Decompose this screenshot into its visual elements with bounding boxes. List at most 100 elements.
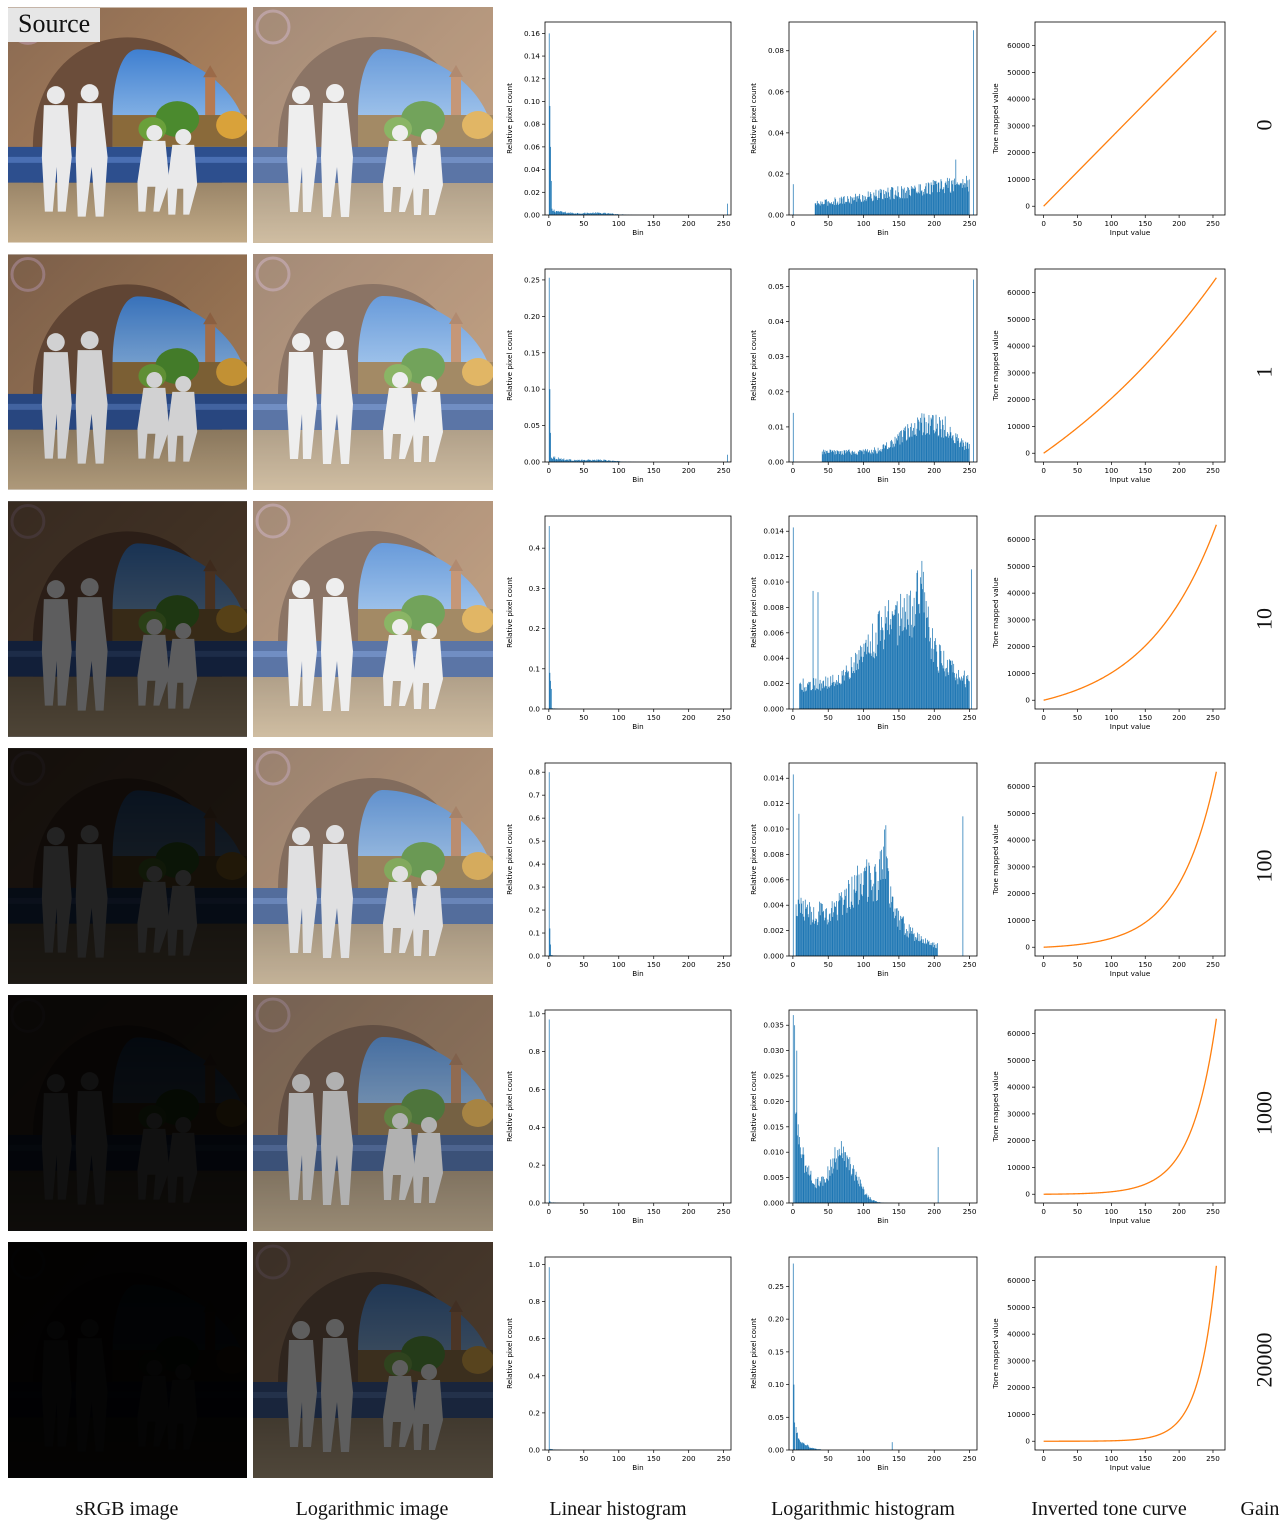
histogram-bar (921, 190, 923, 215)
histogram-bar (964, 684, 966, 709)
histogram-bar (559, 458, 561, 462)
histogram-bar (802, 678, 804, 709)
histogram-bar (954, 178, 955, 215)
y-tick-label: 60000 (1007, 288, 1030, 297)
histogram-bar (804, 691, 806, 709)
y-tick-label: 0.06 (524, 142, 540, 151)
histogram-bar (869, 653, 870, 709)
histogram-bar (580, 460, 582, 462)
histogram-bar (854, 875, 856, 956)
histogram-bar (838, 683, 840, 709)
histogram-bar (797, 1124, 799, 1203)
histogram-bar (824, 199, 826, 215)
histogram-bar (805, 686, 807, 709)
histogram-bar (607, 460, 609, 462)
histogram-bar (882, 878, 884, 956)
histogram-bar (960, 441, 962, 462)
histogram-bar (825, 1182, 827, 1203)
histogram-bar (861, 450, 863, 462)
histogram-bar (894, 194, 896, 215)
histogram-bar (899, 198, 901, 215)
histogram-bar (963, 184, 964, 215)
x-tick-label: 100 (1105, 466, 1119, 475)
histogram-bar (854, 200, 856, 215)
histogram-bar (849, 679, 851, 709)
histogram-bar (874, 447, 875, 462)
histogram-bar (549, 389, 551, 462)
histogram-bar (900, 593, 902, 709)
histogram-bar (859, 899, 861, 956)
histogram-bar (550, 457, 552, 462)
histogram-bar (833, 686, 835, 709)
histogram-bar (882, 199, 884, 215)
histogram-bar (955, 159, 957, 215)
histogram-bar (956, 434, 958, 462)
histogram-bar (551, 955, 553, 956)
histogram-bar (937, 423, 938, 462)
histogram-bar (872, 901, 874, 956)
histogram-bar (865, 1194, 867, 1203)
histogram-bar (867, 896, 869, 956)
histogram-bar (872, 1200, 873, 1203)
histogram-bar (905, 611, 906, 709)
histogram-bar (937, 182, 939, 215)
x-tick-label: 200 (1172, 466, 1186, 475)
log-histogram-row-3: 0.0000.0020.0040.0060.0080.0100.0120.014… (749, 762, 978, 978)
histogram-bar (810, 1170, 812, 1203)
histogram-bar (831, 203, 833, 215)
histogram-bar (573, 460, 575, 462)
histogram-bar (846, 670, 848, 709)
histogram-bar (917, 940, 919, 956)
histogram-bar (842, 203, 844, 215)
histogram-bar (945, 181, 947, 215)
histogram-bar (925, 938, 926, 956)
histogram-bar (809, 1174, 811, 1203)
histogram-bar (572, 460, 574, 462)
histogram-bar (823, 1179, 825, 1203)
histogram-bar (929, 434, 931, 462)
histogram-bar (840, 454, 842, 462)
histogram-bar (822, 204, 824, 215)
y-tick-label: 0.002 (763, 679, 784, 688)
histogram-bar (890, 619, 892, 709)
histogram-bar (904, 431, 906, 462)
histogram-bar (850, 196, 851, 215)
histogram-bar (951, 660, 953, 709)
histogram-bar (872, 1200, 874, 1203)
histogram-bar (584, 212, 586, 215)
histogram-bar (844, 675, 846, 709)
histogram-bar (801, 689, 803, 709)
histogram-bar (862, 451, 863, 462)
y-tick-label: 0.004 (763, 654, 784, 663)
histogram-bar (878, 451, 880, 462)
histogram-bar (893, 614, 895, 709)
histogram-bar (604, 212, 606, 215)
histogram-bar (952, 672, 954, 709)
histogram-bar (872, 657, 874, 709)
x-tick-label: 100 (612, 713, 626, 722)
histogram-bar (574, 459, 575, 462)
histogram-bar (796, 1050, 798, 1203)
histogram-bar (860, 201, 862, 215)
y-tick-label: 0.10 (768, 1380, 784, 1389)
histogram-bar (864, 448, 866, 462)
histogram-bar (949, 426, 951, 462)
histogram-bar (883, 189, 885, 215)
y-axis-label: Relative pixel count (749, 577, 758, 648)
histogram-bar (832, 450, 834, 462)
histogram-bar (829, 203, 831, 215)
histogram-bar (954, 677, 956, 709)
x-tick-label: 200 (1172, 1454, 1186, 1463)
histogram-bar (872, 452, 873, 462)
x-tick-label: 250 (1206, 1454, 1220, 1463)
histogram-bar (907, 186, 909, 215)
histogram-bar (895, 915, 897, 956)
histogram-bar (930, 194, 931, 215)
histogram-bar (580, 213, 582, 215)
histogram-bar (932, 942, 933, 956)
srgb-exposure-overlay (8, 254, 247, 490)
x-tick-label: 50 (579, 219, 589, 228)
histogram-bar (553, 456, 554, 462)
histogram-bar (908, 187, 909, 215)
